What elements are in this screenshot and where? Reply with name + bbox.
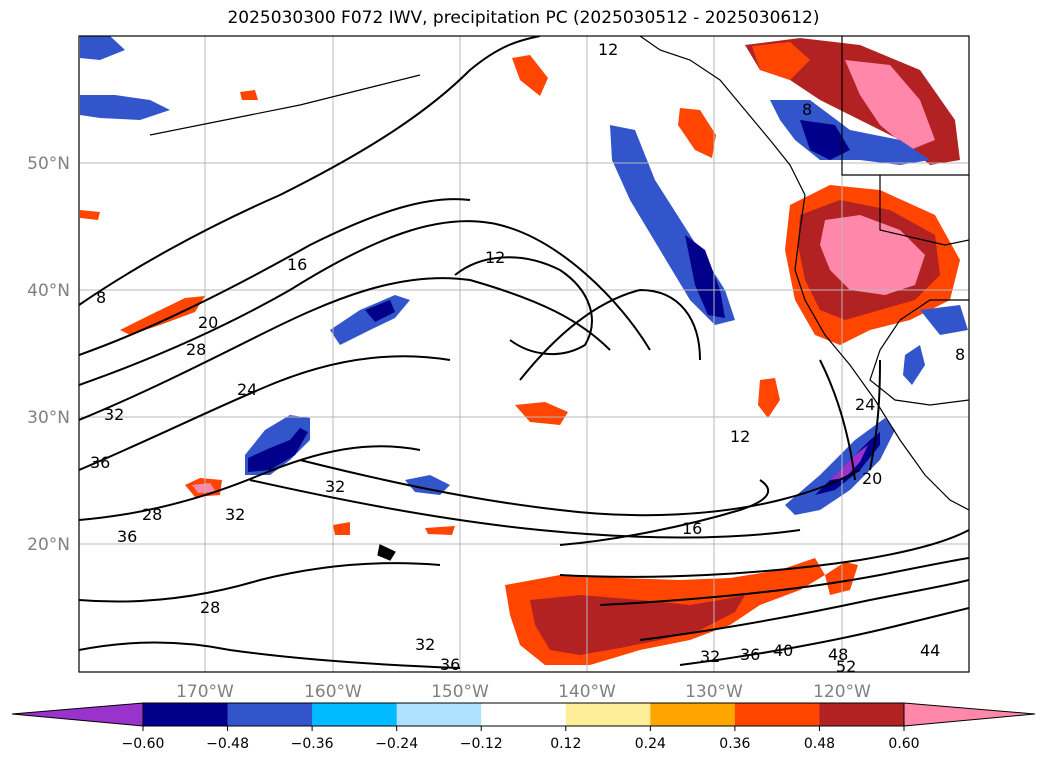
colorbar-extend-low [12, 703, 143, 726]
lat-label-30n: 30°N [27, 408, 70, 428]
colorbar: −0.60 −0.48 −0.36 −0.24 −0.12 0.12 0.24 0.36 0.4… [11, 702, 1036, 752]
colorbar-tick-label: −0.48 [206, 736, 249, 752]
colorbar-tick-label: 0.12 [550, 736, 581, 752]
colorbar-segment [143, 703, 229, 726]
longitude-labels: 170°W 160°W 150°W 140°W 130°W 120°W [176, 682, 871, 702]
colorbar-segment [734, 703, 820, 726]
lat-label-50n: 50°N [27, 154, 70, 174]
contour-label: 36 [90, 453, 110, 472]
lon-label-130w: 130°W [685, 682, 743, 702]
contour-label: 12 [598, 40, 618, 59]
colorbar-tick-label: 0.48 [804, 736, 835, 752]
contour-label: 8 [802, 100, 812, 119]
lon-label-160w: 160°W [304, 682, 362, 702]
lon-label-150w: 150°W [431, 682, 489, 702]
colorbar-segment [650, 703, 736, 726]
contour-label: 12 [730, 427, 750, 446]
colorbar-tick-label: 0.24 [635, 736, 666, 752]
contour-label: 48 [828, 645, 848, 664]
latitude-labels: 50°N 40°N 30°N 20°N [27, 154, 70, 555]
contour-label: 8 [955, 345, 965, 364]
coastlines [149, 36, 969, 561]
colorbar-segment [565, 703, 651, 726]
contour-label: 36 [117, 527, 137, 546]
colorbar-tick-label: −0.12 [460, 736, 503, 752]
contour-label: 32 [415, 635, 435, 654]
contour-label: 32 [700, 647, 720, 666]
colorbar-extend-high [904, 703, 1035, 726]
colorbar-segment [481, 703, 567, 726]
precip-shading [80, 36, 968, 665]
contour-label: 36 [440, 655, 460, 674]
contour-label: 32 [325, 477, 345, 496]
colorbar-tick-label: −0.24 [375, 736, 418, 752]
contour-label: 24 [855, 395, 875, 414]
contour-label: 32 [104, 405, 124, 424]
colorbar-segment [819, 703, 905, 726]
contour-label: 44 [920, 641, 940, 660]
colorbar-segment [312, 703, 398, 726]
contour-label: 40 [773, 641, 793, 660]
contour-label: 12 [485, 248, 505, 267]
contour-label: 24 [237, 380, 257, 399]
colorbar-segment [396, 703, 482, 726]
lon-label-120w: 120°W [813, 682, 871, 702]
contour-label: 28 [186, 340, 206, 359]
colorbar-tick-label: 0.36 [719, 736, 750, 752]
lat-label-40n: 40°N [27, 281, 70, 301]
lon-label-170w: 170°W [176, 682, 234, 702]
contour-label: 28 [142, 505, 162, 524]
colorbar-tick-label: 0.60 [888, 736, 919, 752]
contour-label: 28 [200, 598, 220, 617]
contour-label: 20 [198, 313, 218, 332]
contour-label: 32 [225, 505, 245, 524]
contour-labels: 12 12 16 20 28 24 32 36 28 32 36 32 28 3… [90, 40, 965, 676]
lat-label-20n: 20°N [27, 535, 70, 555]
colorbar-frame [142, 702, 905, 727]
contour-label: 52 [836, 657, 856, 676]
map-title: 2025030300 F072 IWV, precipitation PC (2… [227, 8, 820, 28]
contour-label: 16 [287, 255, 307, 274]
colorbar-segment [227, 703, 313, 726]
contour-label: 8 [96, 288, 106, 307]
iwv-contours [79, 36, 969, 669]
colorbar-tick-label: −0.60 [122, 736, 165, 752]
lon-label-140w: 140°W [558, 682, 616, 702]
contour-label: 20 [862, 469, 882, 488]
colorbar-tick-label: −0.36 [291, 736, 334, 752]
map-border [78, 35, 970, 673]
contour-label: 16 [682, 519, 702, 538]
contour-label: 36 [740, 645, 760, 664]
